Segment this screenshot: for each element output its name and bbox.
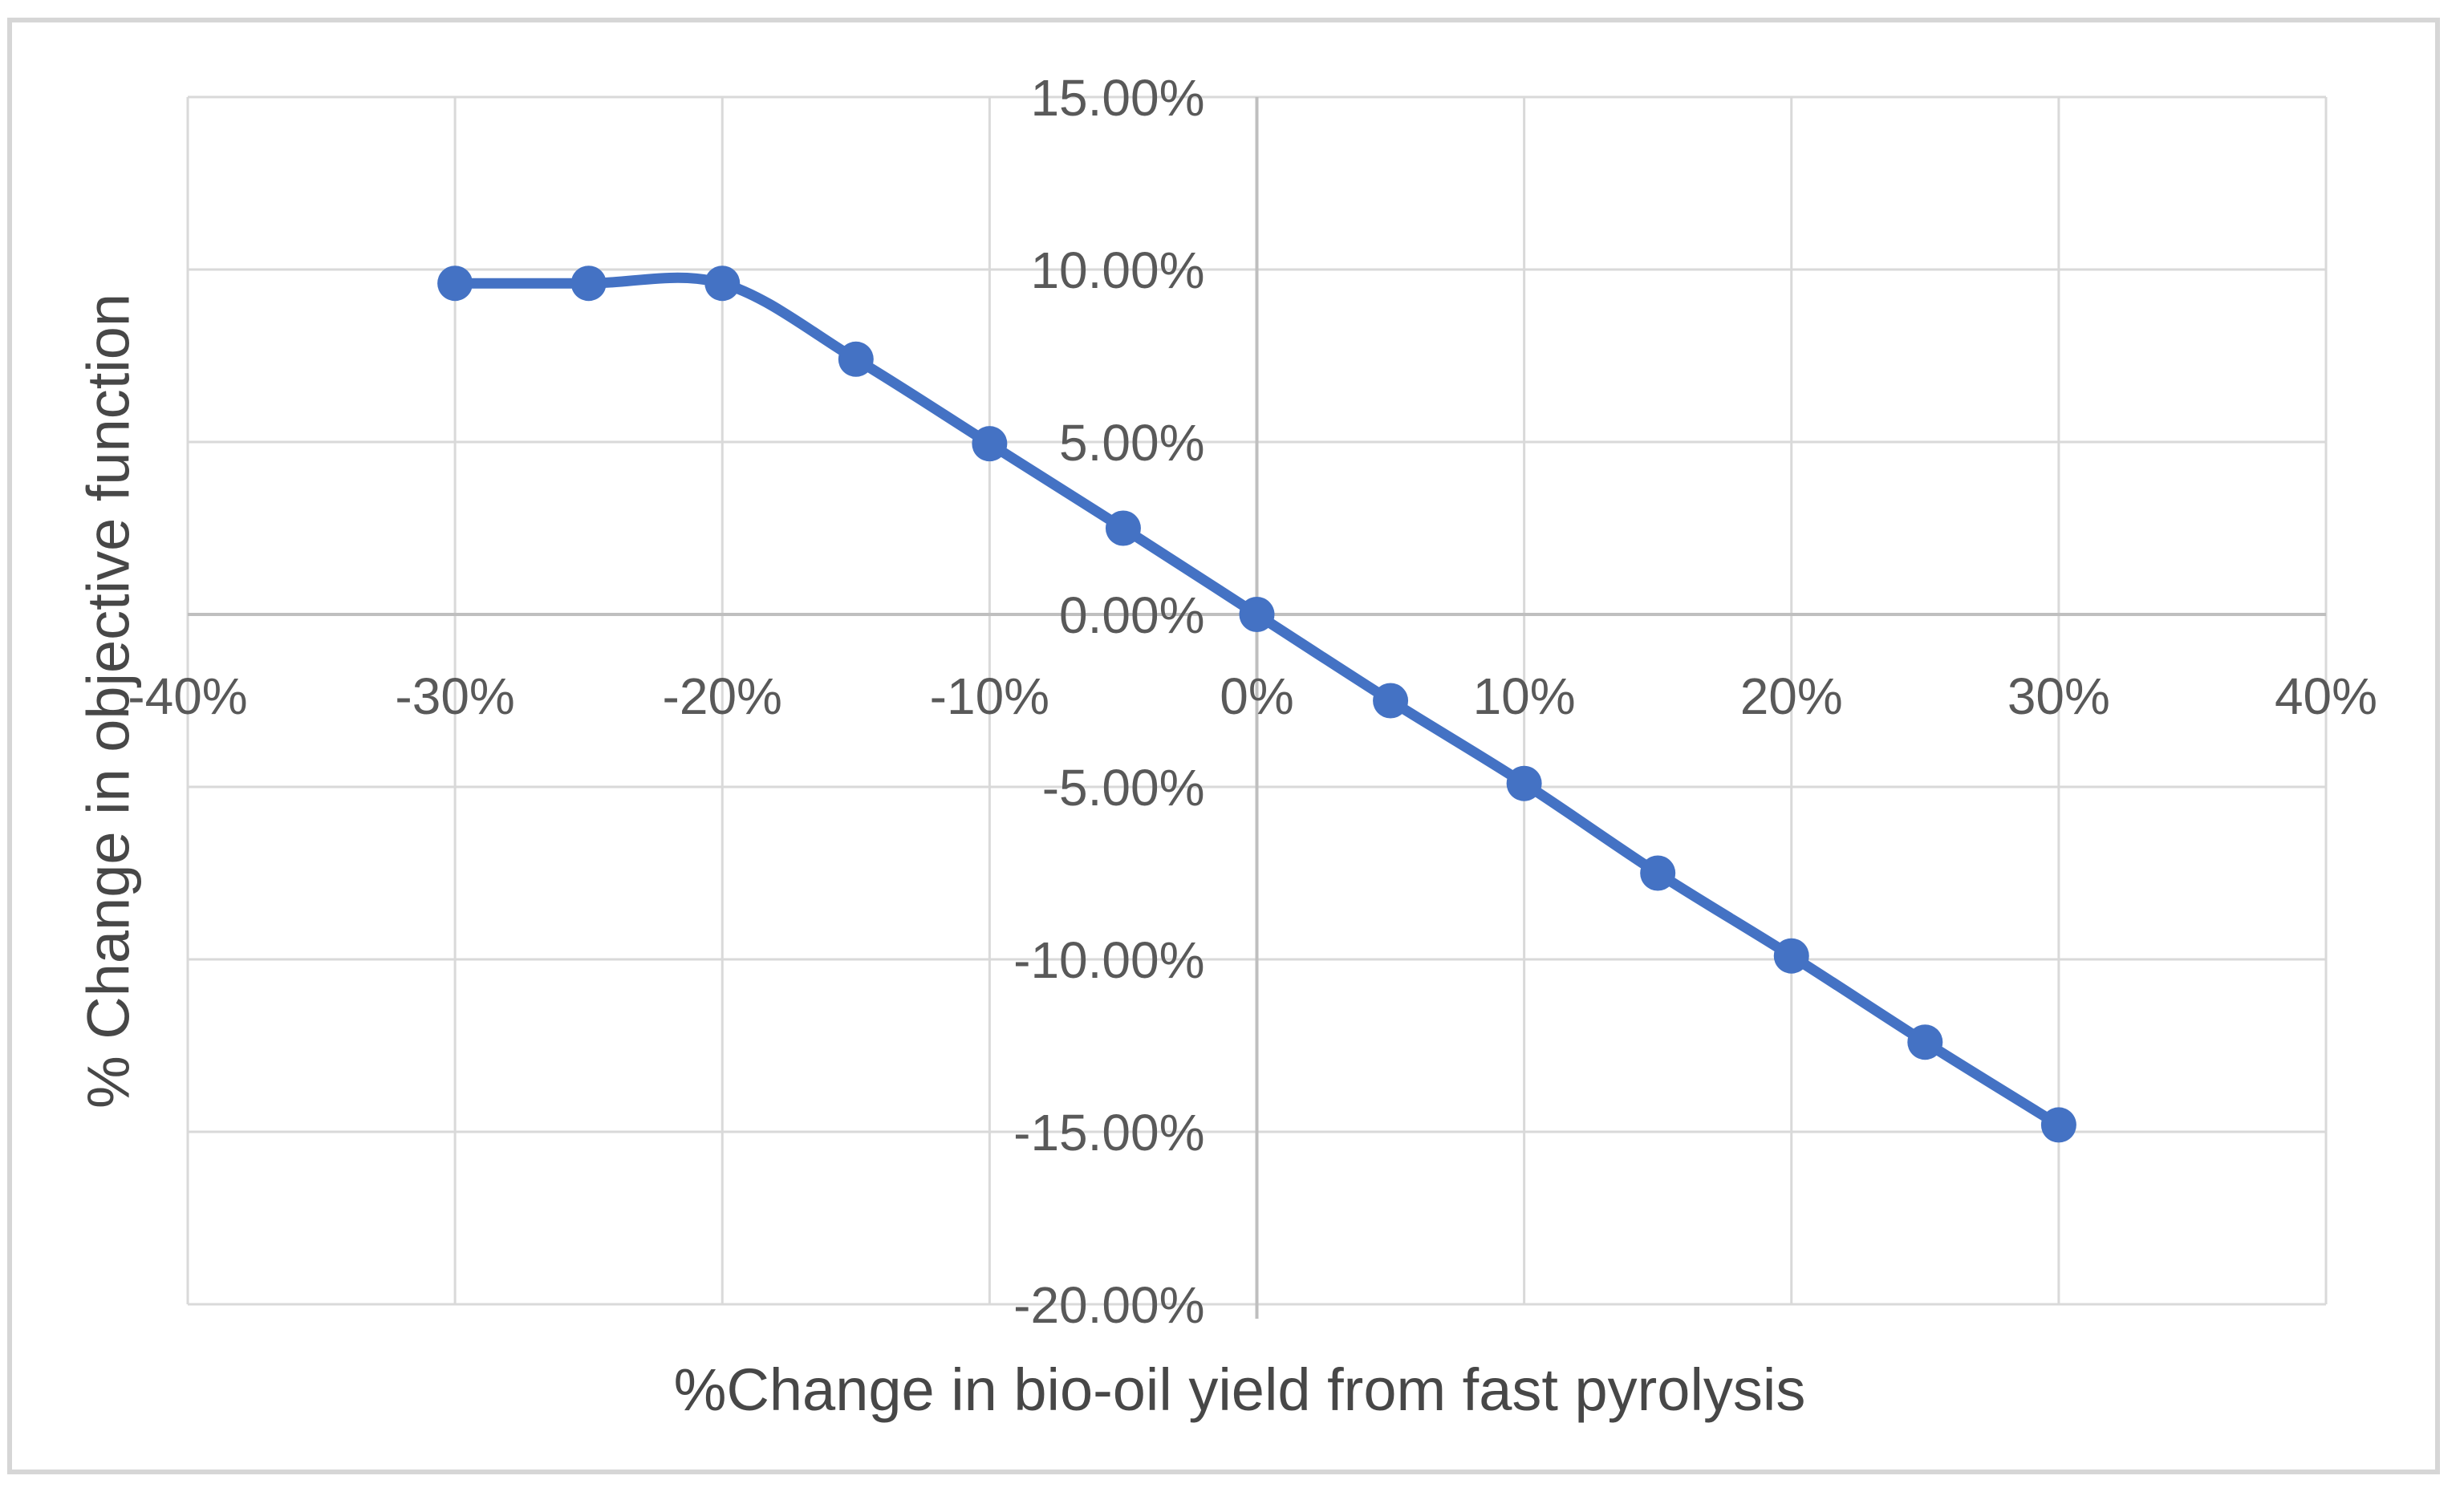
- data-point-marker: [838, 341, 874, 377]
- data-point-marker: [1105, 510, 1141, 546]
- data-point-marker: [704, 266, 741, 302]
- y-tick-label: 5.00%: [1059, 414, 1204, 472]
- x-tick-label: 30%: [2007, 667, 2110, 725]
- x-tick-label: 10%: [1473, 667, 1576, 725]
- x-tick-label: 40%: [2275, 667, 2377, 725]
- x-tick-label: -40%: [128, 667, 247, 725]
- data-point-marker: [972, 426, 1008, 462]
- x-tick-label: -30%: [395, 667, 514, 725]
- data-point-marker: [1907, 1024, 1943, 1060]
- data-point-marker: [1373, 683, 1409, 719]
- y-tick-label: 0.00%: [1059, 586, 1204, 644]
- data-point-marker: [570, 266, 607, 302]
- data-point-marker: [2040, 1107, 2076, 1143]
- y-axis-title: % Change in objective function: [75, 293, 142, 1109]
- x-axis-title: %Change in bio-oil yield from fast pyrol…: [673, 1356, 1806, 1423]
- chart-border: [7, 18, 2440, 1474]
- data-point-marker: [437, 266, 473, 302]
- data-point-marker: [1773, 938, 1809, 974]
- y-tick-label: -10.00%: [1013, 931, 1204, 989]
- x-tick-label: -10%: [930, 667, 1049, 725]
- y-tick-label: -5.00%: [1042, 759, 1205, 817]
- y-tick-label: -15.00%: [1013, 1104, 1204, 1161]
- data-point-marker: [1640, 855, 1676, 891]
- y-tick-label: 10.00%: [1030, 241, 1204, 299]
- data-point-marker: [1506, 765, 1542, 801]
- y-tick-label: 15.00%: [1030, 69, 1204, 127]
- data-point-marker: [1239, 597, 1275, 632]
- x-tick-label: -20%: [663, 667, 782, 725]
- x-tick-label: 0%: [1220, 667, 1294, 725]
- y-tick-label: -20.00%: [1013, 1276, 1204, 1334]
- x-tick-label: 20%: [1740, 667, 1843, 725]
